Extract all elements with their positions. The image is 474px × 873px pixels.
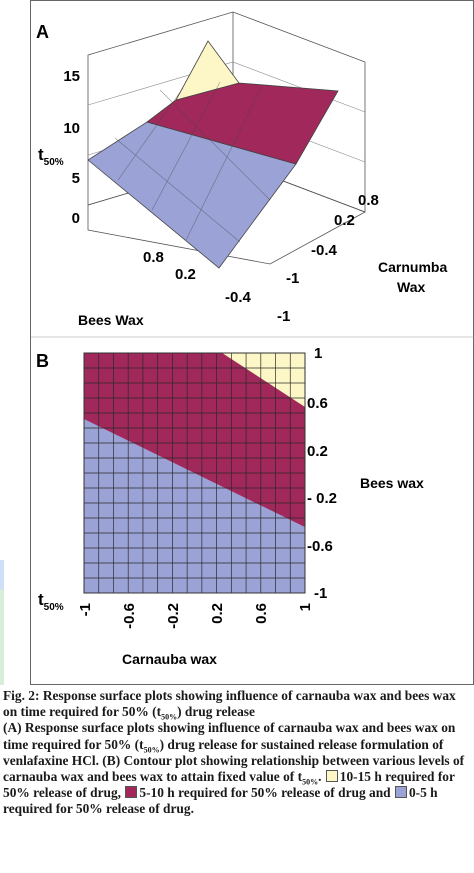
x-tick-label: -0.2: [165, 603, 182, 629]
caption-title: Fig. 2: Response surface plots showing i…: [3, 688, 469, 722]
carnauba-tick-labels: 0.8 0.2 -0.4 -1: [286, 192, 379, 287]
mesh-line: [117, 87, 184, 181]
contour-plot: B 1 0.6 0.2 - 0.2 -0.6 -1 Bees wax -1 -0…: [36, 345, 424, 667]
y-tick-label: 0.6: [307, 395, 328, 412]
caption-title-end: ) drug release: [177, 704, 255, 720]
legend-text-10-15: 10-15 h required for 50% release of drug…: [3, 769, 455, 801]
y-tick-label: -0.4: [311, 242, 338, 259]
caption-sub: 50%: [302, 777, 319, 787]
caption-body-1: (A) Response surface plots showing influ…: [3, 720, 456, 752]
caption-body: (A) Response surface plots showing influ…: [3, 720, 469, 817]
legend-swatch-10-15: [325, 770, 338, 783]
x-tick-label: -0.4: [225, 289, 252, 306]
bees-wax-tick-labels: 0.8 0.2 -0.4 -1: [143, 249, 290, 325]
x-tick-label: -1: [277, 308, 290, 325]
mesh-line: [159, 89, 271, 201]
carnauba-x-tick-labels: -1 -0.6 -0.2 0.2 0.6 1: [77, 603, 314, 629]
caption-fig-label: Fig. 2:: [3, 688, 40, 703]
surface-plot: A t50% 15 10 5 0: [36, 11, 447, 328]
z-tick-label: 15: [63, 68, 80, 85]
carnauba-wax-axis-label: Carnauba wax: [122, 651, 217, 667]
z-tick-label: 10: [63, 120, 80, 137]
x-tick-label: -0.6: [121, 603, 138, 629]
legend-swatch-0-5: [394, 786, 407, 799]
z-axis-label: t50%: [38, 145, 64, 168]
x-tick-label: 0.2: [209, 603, 226, 624]
contour-grid: [84, 353, 305, 593]
legend-title: t50%: [38, 590, 64, 613]
bees-wax-y-tick-labels: 1 0.6 0.2 - 0.2 -0.6 -1: [307, 345, 337, 602]
y-tick-label: -1: [286, 270, 299, 287]
plot-area-border: [83, 352, 306, 594]
region-10-15: [222, 353, 305, 407]
bees-wax-axis-label: Bees Wax: [78, 312, 144, 328]
y-tick-label: 0.2: [307, 443, 328, 460]
z-tick-label: 0: [72, 210, 80, 227]
y-tick-label: -1: [314, 585, 327, 602]
caption-body-3: .: [318, 769, 325, 785]
y-tick-label: 1: [314, 345, 322, 362]
x-tick-label: 0.2: [175, 266, 196, 283]
caption-title-text: Response surface plots showing influence…: [3, 688, 456, 720]
legend-swatch-5-10: [125, 786, 138, 799]
side-bar-blue: [0, 560, 4, 590]
panel-b-label: B: [36, 351, 49, 371]
y-tick-label: -0.6: [307, 538, 333, 555]
figure-svg: A t50% 15 10 5 0: [0, 0, 474, 685]
x-tick-label: 1: [297, 603, 314, 611]
figure-caption: Fig. 2: Response surface plots showing i…: [3, 688, 469, 818]
mesh-line: [185, 85, 263, 241]
surface-band-10-15: [175, 40, 240, 101]
legend-text-0-5: 0-5 h required for 50% release of drug.: [3, 785, 438, 817]
z-tick-label: 5: [72, 170, 80, 187]
y-tick-label: 0.8: [358, 192, 379, 209]
caption-body-2: ) drug release for sustained release for…: [3, 736, 465, 785]
y-tick-label: 0.2: [334, 212, 355, 229]
x-tick-label: 0.6: [253, 603, 270, 624]
x-tick-label: 0.8: [143, 249, 164, 266]
surface-mesh: [114, 81, 271, 243]
floor-front: [87, 205, 366, 265]
side-bar-green: [0, 560, 4, 685]
caption-sub: 50%: [161, 712, 178, 722]
z-tick-labels: 15 10 5 0: [63, 68, 80, 227]
figure: A t50% 15 10 5 0: [0, 0, 474, 685]
surface-band-5-10: [146, 82, 339, 165]
y-tick-label: - 0.2: [307, 490, 337, 507]
x-tick-label: -1: [77, 603, 94, 616]
carnauba-axis-label-line1: Carnumba: [378, 259, 447, 275]
caption-sub: 50%: [143, 745, 160, 755]
mesh-line: [151, 81, 221, 211]
bees-wax-axis-label: Bees wax: [360, 475, 424, 491]
region-5-10: [84, 353, 305, 527]
mesh-line: [114, 137, 241, 243]
panel-a-label: A: [36, 22, 49, 42]
legend-text-5-10: 5-10 h required for 50% release of drug …: [139, 785, 391, 801]
carnauba-axis-label-line2: Wax: [397, 279, 425, 295]
